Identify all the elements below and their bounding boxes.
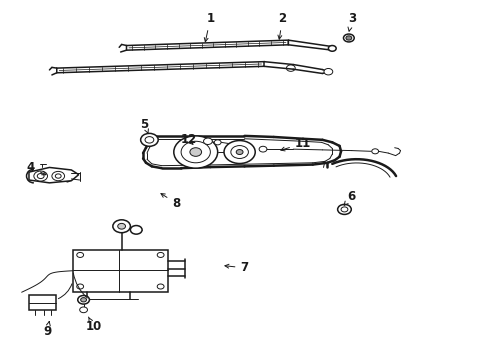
Polygon shape [73, 249, 167, 292]
Circle shape [80, 307, 87, 313]
Text: 12: 12 [180, 133, 196, 146]
Text: 8: 8 [161, 194, 180, 210]
Circle shape [181, 141, 210, 163]
Circle shape [130, 226, 142, 234]
Circle shape [157, 284, 163, 289]
Circle shape [78, 296, 89, 304]
Text: 3: 3 [347, 12, 355, 31]
Text: 9: 9 [43, 321, 51, 338]
Polygon shape [29, 167, 79, 183]
Text: 4: 4 [27, 161, 46, 175]
Circle shape [328, 45, 335, 51]
Text: 1: 1 [204, 12, 214, 42]
Circle shape [77, 284, 83, 289]
Circle shape [236, 149, 243, 154]
Circle shape [81, 298, 86, 302]
Circle shape [189, 148, 201, 156]
Circle shape [230, 145, 248, 158]
Text: 7: 7 [224, 261, 248, 274]
Circle shape [224, 140, 255, 163]
Text: 6: 6 [344, 190, 355, 205]
Text: 10: 10 [85, 317, 101, 333]
Polygon shape [288, 40, 331, 50]
Polygon shape [29, 296, 56, 310]
Circle shape [345, 36, 351, 40]
Circle shape [113, 220, 130, 233]
Circle shape [214, 140, 221, 145]
Circle shape [343, 34, 353, 42]
Text: 11: 11 [280, 137, 310, 151]
Circle shape [141, 134, 158, 146]
Polygon shape [126, 40, 288, 50]
Polygon shape [57, 62, 264, 73]
Circle shape [34, 171, 47, 181]
Text: 2: 2 [277, 12, 286, 39]
Circle shape [173, 136, 217, 168]
Circle shape [52, 171, 64, 181]
Circle shape [203, 138, 212, 144]
Circle shape [118, 224, 125, 229]
Circle shape [371, 149, 378, 154]
Circle shape [337, 204, 350, 215]
Circle shape [157, 252, 163, 257]
Circle shape [324, 68, 332, 75]
Text: 5: 5 [140, 118, 148, 134]
Circle shape [259, 146, 266, 152]
Circle shape [77, 252, 83, 257]
